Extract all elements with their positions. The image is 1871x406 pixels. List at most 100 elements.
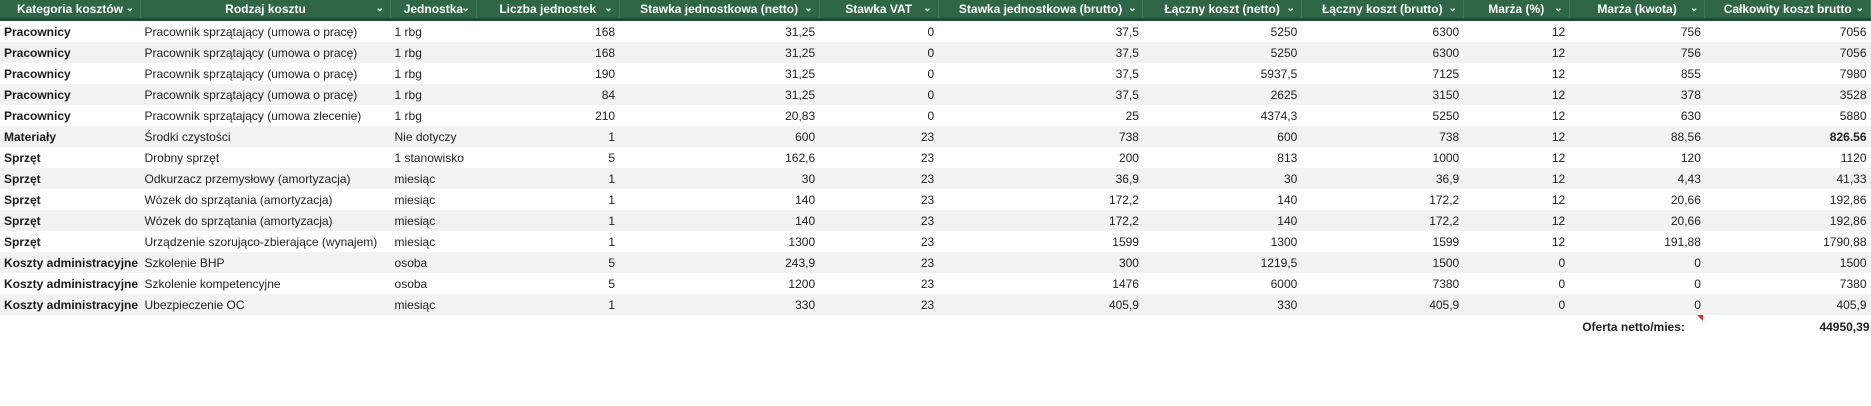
cell-laczny-brutto[interactable]: 1599 [1301, 231, 1464, 252]
cell-calkowity-brutto[interactable]: 5880 [1704, 105, 1871, 126]
cell-jednostka[interactable]: 1 rbg [390, 42, 477, 63]
cell-calkowity-brutto[interactable]: 3528 [1704, 84, 1871, 105]
cell-stawka-netto[interactable]: 1300 [619, 231, 820, 252]
cell-laczny-netto[interactable]: 140 [1142, 210, 1302, 231]
cell-laczny-brutto[interactable]: 7380 [1301, 273, 1464, 294]
cell-kategoria[interactable]: Sprzęt [0, 210, 141, 231]
cell-marza-kwota[interactable]: 0 [1569, 252, 1705, 273]
cell-kategoria[interactable]: Pracownicy [0, 42, 141, 63]
cell-stawka-brutto[interactable]: 37,5 [938, 63, 1143, 84]
cell-liczba[interactable]: 5 [476, 252, 620, 273]
cell-marza-kwota[interactable]: 630 [1569, 105, 1705, 126]
cell-laczny-netto[interactable]: 600 [1142, 126, 1302, 147]
cell-marza-procent[interactable]: 12 [1463, 147, 1570, 168]
cell-jednostka[interactable]: miesiąc [390, 189, 477, 210]
chevron-down-icon[interactable]: ⌄ [125, 3, 134, 14]
cell-laczny-brutto[interactable]: 1500 [1301, 252, 1464, 273]
cell-laczny-netto[interactable]: 6000 [1142, 273, 1302, 294]
cell-stawka-brutto[interactable]: 405,9 [938, 294, 1143, 315]
cell-marza-kwota[interactable]: 120 [1569, 147, 1705, 168]
cell-marza-procent[interactable]: 12 [1463, 189, 1570, 210]
cell-marza-procent[interactable]: 12 [1463, 210, 1570, 231]
cell-stawka-vat[interactable]: 23 [819, 168, 939, 189]
column-header-liczba[interactable]: Liczba jednostek ⌄ [476, 0, 620, 21]
column-header-rodzaj[interactable]: Rodzaj kosztu ⌄ [140, 0, 392, 21]
cell-marza-procent[interactable]: 12 [1463, 42, 1570, 63]
column-header-marza-procent[interactable]: Marża (%) ⌄ [1463, 0, 1570, 21]
cell-calkowity-brutto[interactable]: 192,86 [1704, 189, 1871, 210]
cell-marza-procent[interactable]: 0 [1463, 252, 1570, 273]
cell-calkowity-brutto[interactable]: 7980 [1704, 63, 1871, 84]
cell-liczba[interactable]: 168 [476, 42, 620, 63]
cell-stawka-vat[interactable]: 0 [819, 84, 939, 105]
cell-calkowity-brutto[interactable]: 41,33 [1704, 168, 1871, 189]
cell-liczba[interactable]: 210 [476, 105, 620, 126]
cell-jednostka[interactable]: osoba [390, 273, 477, 294]
cell-stawka-vat[interactable]: 0 [819, 105, 939, 126]
cell-kategoria[interactable]: Sprzęt [0, 168, 141, 189]
cell-laczny-brutto[interactable]: 5250 [1301, 105, 1464, 126]
cell-marza-procent[interactable]: 12 [1463, 84, 1570, 105]
cell-marza-procent[interactable]: 12 [1463, 63, 1570, 84]
cell-laczny-brutto[interactable]: 7125 [1301, 63, 1464, 84]
cell-stawka-brutto[interactable]: 1476 [938, 273, 1143, 294]
cell-stawka-vat[interactable]: 23 [819, 126, 939, 147]
cell-stawka-vat[interactable]: 23 [819, 294, 939, 315]
cell-stawka-brutto[interactable]: 738 [938, 126, 1143, 147]
cell-stawka-netto[interactable]: 31,25 [619, 42, 820, 63]
cell-liczba[interactable]: 84 [476, 84, 620, 105]
cell-rodzaj[interactable]: Drobny sprzęt [140, 147, 391, 168]
column-header-jednostka[interactable]: Jednostka ⌄ [390, 0, 477, 21]
cell-marza-kwota[interactable]: 0 [1569, 273, 1705, 294]
cell-stawka-netto[interactable]: 1200 [619, 273, 820, 294]
cell-stawka-netto[interactable]: 31,25 [619, 63, 820, 84]
cell-rodzaj[interactable]: Szkolenie kompetencyjne [140, 273, 391, 294]
cell-rodzaj[interactable]: Odkurzacz przemysłowy (amortyzacja) [140, 168, 391, 189]
chevron-down-icon[interactable]: ⌄ [604, 3, 613, 14]
column-header-laczny-netto[interactable]: Łączny koszt (netto) ⌄ [1142, 0, 1302, 21]
cell-marza-kwota[interactable]: 0 [1569, 294, 1705, 315]
cell-stawka-netto[interactable]: 31,25 [619, 19, 820, 42]
cell-jednostka[interactable]: miesiąc [390, 294, 477, 315]
column-header-marza-kwota[interactable]: Marża (kwota) ⌄ [1569, 0, 1706, 21]
cell-laczny-netto[interactable]: 4374,3 [1142, 105, 1302, 126]
column-header-laczny-brutto[interactable]: Łączny koszt (brutto) ⌄ [1301, 0, 1464, 21]
cell-rodzaj[interactable]: Pracownik sprzątający (umowa o pracę) [140, 63, 391, 84]
cell-kategoria[interactable]: Koszty administracyjne [0, 252, 141, 273]
chevron-down-icon[interactable]: ⌄ [1448, 3, 1457, 14]
chevron-down-icon[interactable]: ⌄ [1690, 3, 1699, 14]
cell-laczny-brutto[interactable]: 6300 [1301, 19, 1464, 42]
cell-rodzaj[interactable]: Pracownik sprzątający (umowa o pracę) [140, 19, 391, 42]
cell-marza-kwota[interactable]: 20,66 [1569, 189, 1705, 210]
cell-rodzaj[interactable]: Ubezpieczenie OC [140, 294, 391, 315]
chevron-down-icon[interactable]: ⌄ [375, 3, 385, 14]
cell-kategoria[interactable]: Koszty administracyjne [0, 273, 141, 294]
cell-stawka-brutto[interactable]: 37,5 [938, 19, 1143, 42]
cell-laczny-brutto[interactable]: 405,9 [1301, 294, 1464, 315]
cell-kategoria[interactable]: Pracownicy [0, 19, 141, 42]
cell-liczba[interactable]: 1 [476, 231, 620, 252]
cell-stawka-brutto[interactable]: 1599 [938, 231, 1143, 252]
chevron-down-icon[interactable]: ⌄ [1286, 3, 1295, 14]
cell-laczny-brutto[interactable]: 1000 [1301, 147, 1464, 168]
cell-stawka-netto[interactable]: 243,9 [619, 252, 820, 273]
cell-laczny-netto[interactable]: 140 [1142, 189, 1302, 210]
cell-calkowity-brutto[interactable]: 1790,88 [1704, 231, 1871, 252]
cell-marza-procent[interactable]: 12 [1463, 168, 1570, 189]
cell-stawka-brutto[interactable]: 37,5 [938, 84, 1143, 105]
cell-rodzaj[interactable]: Środki czystości [140, 126, 391, 147]
cell-rodzaj[interactable]: Wózek do sprzątania (amortyzacja) [140, 210, 391, 231]
chevron-down-icon[interactable]: ⌄ [461, 3, 470, 14]
cell-marza-kwota[interactable]: 88,56 [1569, 126, 1705, 147]
cell-stawka-netto[interactable]: 330 [619, 294, 820, 315]
cell-stawka-vat[interactable]: 23 [819, 273, 939, 294]
cell-rodzaj[interactable]: Pracownik sprzątający (umowa o pracę) [140, 42, 391, 63]
cell-jednostka[interactable]: 1 stanowisko [390, 147, 477, 168]
cell-stawka-vat[interactable]: 23 [819, 210, 939, 231]
cell-liczba[interactable]: 1 [476, 168, 620, 189]
cell-stawka-netto[interactable]: 31,25 [619, 84, 820, 105]
cell-marza-procent[interactable]: 0 [1463, 273, 1570, 294]
cell-marza-kwota[interactable]: 756 [1569, 19, 1705, 42]
cell-calkowity-brutto[interactable]: 1500 [1704, 252, 1871, 273]
cell-liczba[interactable]: 1 [476, 294, 620, 315]
